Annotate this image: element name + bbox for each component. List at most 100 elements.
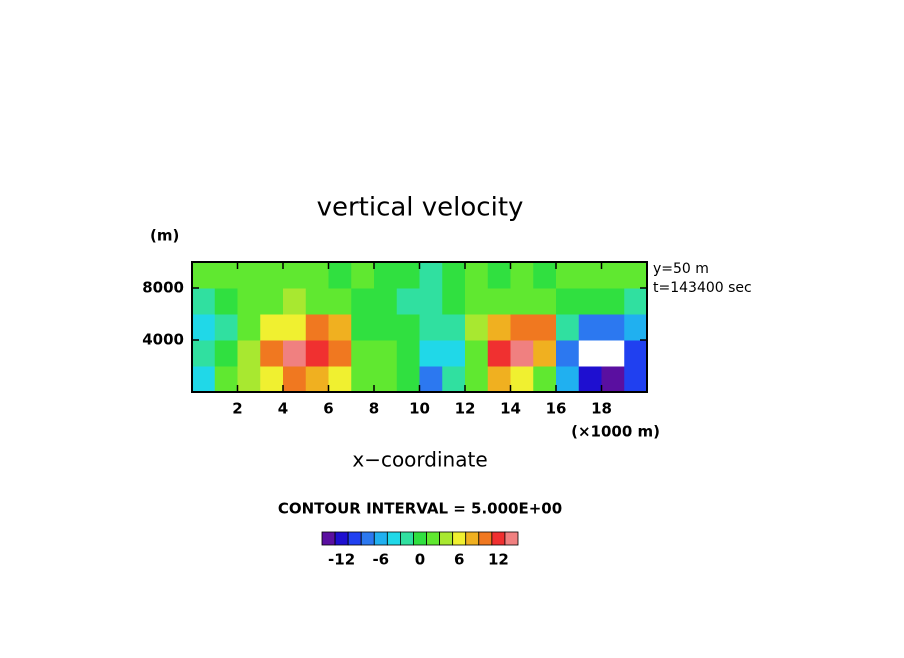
heat-cell xyxy=(556,366,580,393)
heat-cell xyxy=(374,366,398,393)
heat-cell xyxy=(601,314,625,341)
annotation: y=50 m xyxy=(653,261,709,277)
heat-cell xyxy=(237,288,261,315)
heat-cell xyxy=(601,288,625,315)
heat-cell xyxy=(260,366,284,393)
colorbar-box xyxy=(491,531,506,546)
heat-cell xyxy=(396,288,420,315)
heat-cell xyxy=(305,262,329,289)
heat-cell xyxy=(442,262,466,289)
heat-cell xyxy=(237,366,261,393)
heat-cell xyxy=(624,366,648,393)
heat-cell xyxy=(396,366,420,393)
x-axis-label: x−coordinate xyxy=(352,448,487,472)
heat-cell xyxy=(419,262,443,289)
heat-cell xyxy=(487,262,511,289)
heat-cell xyxy=(351,340,375,367)
annotation: t=143400 sec xyxy=(653,280,752,296)
heat-cell xyxy=(192,288,216,315)
heat-cell xyxy=(442,366,466,393)
heat-cell xyxy=(465,288,489,315)
heat-cell xyxy=(601,366,625,393)
heat-cell xyxy=(351,366,375,393)
heat-cell xyxy=(419,366,443,393)
colorbar-box xyxy=(465,531,480,546)
x-tick-label: 4 xyxy=(278,400,288,418)
heat-cell xyxy=(578,314,602,341)
heat-cell xyxy=(192,340,216,367)
heat-cell xyxy=(214,262,238,289)
heat-cell xyxy=(214,340,238,367)
x-tick-label: 16 xyxy=(546,400,567,418)
heat-cell xyxy=(533,288,557,315)
heat-cell xyxy=(465,340,489,367)
heat-cell xyxy=(374,340,398,367)
heat-cell xyxy=(556,262,580,289)
heat-cell xyxy=(419,340,443,367)
colorbar-box xyxy=(347,531,362,546)
heat-cell xyxy=(624,314,648,341)
heat-cell xyxy=(237,340,261,367)
heat-cell xyxy=(260,262,284,289)
heat-cell xyxy=(283,288,307,315)
heat-cell xyxy=(214,314,238,341)
heat-cell xyxy=(374,262,398,289)
heat-cell xyxy=(510,314,534,341)
heat-cell xyxy=(214,366,238,393)
heat-cell xyxy=(305,288,329,315)
x-tick-label: 12 xyxy=(455,400,476,418)
heat-cell xyxy=(556,314,580,341)
x-tick-label: 10 xyxy=(409,400,430,418)
colorbar-tick-label: 12 xyxy=(488,551,509,569)
colorbar-box xyxy=(478,531,493,546)
heat-cell xyxy=(601,340,625,367)
heat-cell xyxy=(442,288,466,315)
heat-cell xyxy=(442,314,466,341)
heat-cell xyxy=(283,262,307,289)
heat-cell xyxy=(487,340,511,367)
heat-cell xyxy=(351,288,375,315)
colorbar-box xyxy=(373,531,388,546)
heat-cell xyxy=(465,366,489,393)
y-tick-label: 8000 xyxy=(142,279,184,297)
heat-cell xyxy=(442,340,466,367)
heat-cell xyxy=(396,340,420,367)
heat-cell xyxy=(328,262,352,289)
colorbar-box xyxy=(321,531,336,546)
colorbar-box xyxy=(504,531,519,546)
colorbar-box xyxy=(413,531,427,546)
heat-cell xyxy=(487,288,511,315)
colorbar-box xyxy=(399,531,414,546)
heat-cell xyxy=(510,288,534,315)
heat-cell xyxy=(237,262,261,289)
colorbar-tick-label: 6 xyxy=(454,551,464,569)
heat-cell xyxy=(578,288,602,315)
heat-cell xyxy=(465,314,489,341)
x-unit: (×1000 m) xyxy=(571,423,660,441)
contour-note: CONTOUR INTERVAL = 5.000E+00 xyxy=(278,500,562,518)
heat-cell xyxy=(283,314,307,341)
heat-cell xyxy=(351,314,375,341)
heat-cell xyxy=(305,366,329,393)
heat-cell xyxy=(578,340,602,367)
heat-cell xyxy=(396,314,420,341)
heat-cell xyxy=(260,288,284,315)
heat-cell xyxy=(556,288,580,315)
heat-cell xyxy=(465,262,489,289)
heat-cell xyxy=(533,262,557,289)
heat-cell xyxy=(419,314,443,341)
heat-cell xyxy=(510,366,534,393)
heat-cell xyxy=(578,262,602,289)
heat-cell xyxy=(624,288,648,315)
heat-cell xyxy=(487,314,511,341)
heat-cell xyxy=(328,288,352,315)
heat-cell xyxy=(556,340,580,367)
x-tick-label: 2 xyxy=(232,400,242,418)
heat-cell xyxy=(601,262,625,289)
colorbar-box xyxy=(452,531,467,546)
colorbar-box xyxy=(334,531,349,546)
heat-cell xyxy=(305,314,329,341)
colorbar-box xyxy=(360,531,375,546)
heat-cell xyxy=(578,366,602,393)
